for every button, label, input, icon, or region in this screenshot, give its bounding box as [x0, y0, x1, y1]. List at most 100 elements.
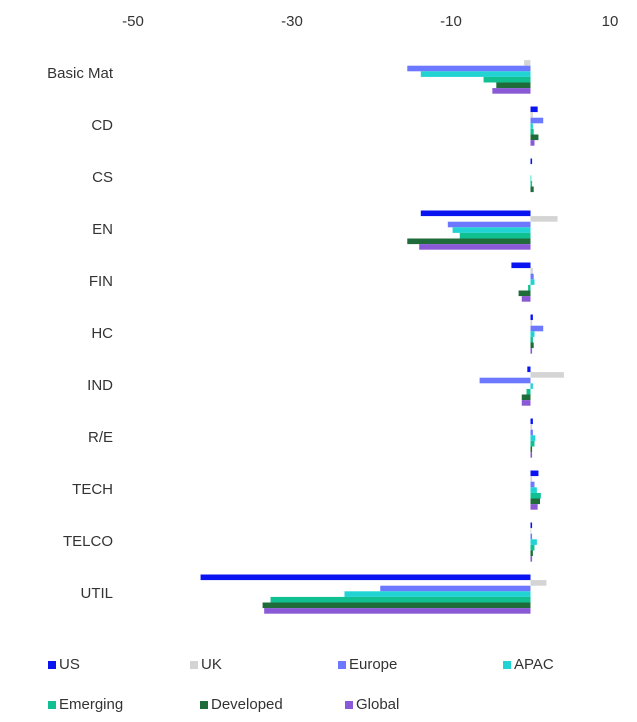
- legend-label: Europe: [349, 656, 397, 673]
- bar: [526, 388, 531, 395]
- legend-label: Developed: [211, 696, 283, 713]
- bar: [530, 487, 537, 493]
- bar: [420, 210, 531, 217]
- bar: [344, 591, 531, 597]
- bar: [530, 492, 541, 499]
- bar: [483, 76, 531, 83]
- y-tick-label: EN: [92, 221, 113, 238]
- bar: [530, 522, 533, 529]
- bar: [530, 186, 534, 193]
- bar: [270, 596, 531, 603]
- y-tick-label: FIN: [89, 273, 113, 290]
- y-tick-label: CD: [91, 117, 113, 134]
- bar: [479, 377, 531, 384]
- bar: [530, 158, 533, 165]
- bar: [530, 320, 533, 326]
- bar: [530, 580, 547, 586]
- bar: [521, 394, 531, 401]
- bar: [530, 556, 533, 562]
- bar: [530, 440, 535, 447]
- legend-label: Emerging: [59, 696, 123, 713]
- bar: [200, 574, 531, 581]
- y-tick-label: UTIL: [80, 585, 113, 602]
- bar: [452, 227, 531, 233]
- x-tick-label: 10: [602, 13, 619, 30]
- legend-label: UK: [201, 656, 222, 673]
- bar: [492, 88, 531, 94]
- bar: [530, 117, 544, 124]
- y-tick-label: HC: [91, 325, 113, 342]
- bar: [530, 504, 538, 510]
- bar: [447, 221, 531, 228]
- legend-swatch: [338, 661, 346, 669]
- bar: [530, 325, 544, 332]
- y-tick-label: TECH: [72, 481, 113, 498]
- legend-swatch: [200, 701, 208, 709]
- bar: [521, 296, 531, 302]
- bar: [530, 528, 532, 534]
- bar: [530, 314, 533, 321]
- bar: [530, 279, 535, 285]
- bar: [521, 400, 531, 406]
- y-tick-label: TELCO: [63, 533, 113, 550]
- bar: [528, 284, 531, 291]
- x-tick-label: -10: [440, 13, 462, 30]
- bar: [530, 424, 533, 430]
- bar: [530, 539, 537, 545]
- bar: [530, 331, 535, 337]
- bar: [530, 123, 533, 129]
- bar: [380, 585, 531, 592]
- bar: [419, 244, 531, 250]
- bar: [530, 128, 534, 135]
- legend-swatch: [48, 661, 56, 669]
- x-tick-label: -50: [122, 13, 144, 30]
- legend-swatch: [345, 701, 353, 709]
- y-tick-label: IND: [87, 377, 113, 394]
- bar: [264, 608, 531, 614]
- bar: [530, 550, 533, 557]
- bar: [530, 134, 539, 141]
- bar: [530, 435, 536, 441]
- bar: [530, 348, 533, 354]
- bar: [530, 533, 533, 540]
- bar: [530, 336, 533, 343]
- bar: [530, 268, 533, 274]
- bar: [530, 106, 538, 113]
- legend-label: Global: [356, 696, 399, 713]
- legend-label: APAC: [514, 656, 554, 673]
- bar: [530, 216, 558, 222]
- bar: [530, 446, 533, 453]
- bar: [530, 544, 535, 551]
- legend-swatch: [503, 661, 511, 669]
- bar: [459, 232, 531, 239]
- y-tick-label: Basic Mat: [47, 65, 114, 82]
- bar: [530, 418, 533, 425]
- bar: [530, 383, 533, 389]
- bar: [530, 112, 533, 118]
- bar: [530, 498, 541, 505]
- bar: [530, 342, 534, 349]
- bar: [530, 481, 535, 488]
- x-tick-label: -30: [281, 13, 303, 30]
- legend-swatch: [48, 701, 56, 709]
- legend-swatch: [190, 661, 198, 669]
- bar: [530, 429, 533, 436]
- legend-label: US: [59, 656, 80, 673]
- y-tick-label: CS: [92, 169, 113, 186]
- bar: [407, 238, 531, 245]
- bar: [420, 71, 531, 77]
- bar: [524, 60, 531, 66]
- y-tick-label: R/E: [88, 429, 113, 446]
- bar: [530, 273, 534, 280]
- bar: [407, 65, 531, 72]
- bar: [530, 180, 533, 187]
- bar: [262, 602, 531, 609]
- bar: [530, 476, 533, 482]
- bar: [530, 175, 532, 181]
- bar: [530, 140, 535, 146]
- bar: [527, 366, 531, 373]
- bar: [496, 82, 531, 89]
- bar: [518, 290, 531, 297]
- bar: [530, 470, 539, 477]
